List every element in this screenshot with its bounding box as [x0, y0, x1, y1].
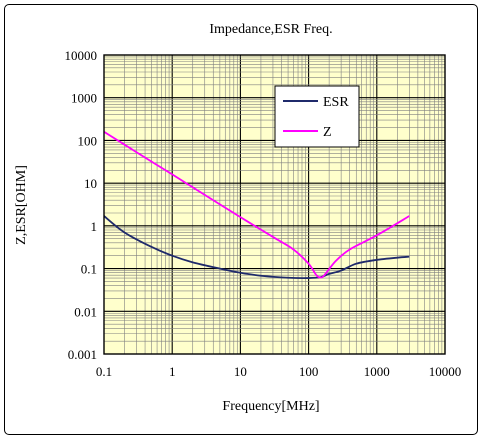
y-axis-label: Z,ESR[OHM] [14, 165, 29, 245]
y-tick-label: 1000 [71, 91, 97, 106]
y-tick-label: 10 [84, 176, 97, 191]
legend-box [274, 85, 360, 148]
x-tick-label: 10 [234, 364, 247, 379]
x-tick-labels: 0.1 1 10 100 1000 10000 [96, 364, 461, 379]
legend-label-esr: ESR [323, 95, 349, 110]
y-tick-label: 0.1 [81, 262, 97, 277]
x-tick-label: 10000 [429, 364, 462, 379]
grid [104, 55, 445, 354]
plot-border [103, 54, 446, 355]
y-tick-label: 0.01 [74, 304, 97, 319]
y-tick-label: 100 [78, 133, 98, 148]
series-line-esr [103, 215, 410, 279]
x-tick-label: 0.1 [96, 364, 112, 379]
x-tick-label: 100 [299, 364, 319, 379]
x-tick-label: 1 [169, 364, 176, 379]
x-axis-label: Frequency[MHz] [222, 399, 319, 414]
y-tick-labels: 0.001 0.01 0.1 1 10 100 1000 10000 [65, 48, 98, 362]
y-tick-label: 0.001 [68, 347, 97, 362]
curves [103, 130, 410, 279]
y-tick-label: 10000 [65, 48, 98, 63]
y-tick-label: 1 [91, 219, 98, 234]
legend-label-z: Z [323, 125, 332, 140]
legend: ESR Z [274, 85, 360, 148]
chart-title: Impedance,ESR Freq. [209, 22, 332, 37]
series-line-z [103, 130, 410, 279]
x-tick-label: 1000 [364, 364, 390, 379]
